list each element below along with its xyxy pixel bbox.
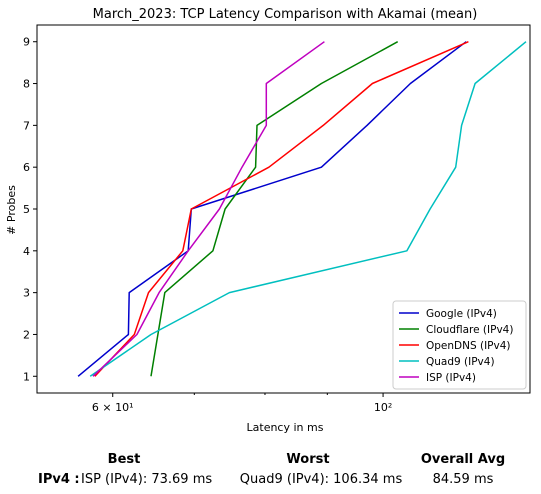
y-tick-label: 4 (23, 245, 30, 258)
chart-title: March_2023: TCP Latency Comparison with … (93, 7, 478, 22)
overall-avg-value: 84.59 ms (432, 472, 494, 487)
y-tick-label: 5 (23, 203, 30, 216)
worst-value: Quad9 (IPv4): 106.34 ms (239, 472, 403, 487)
legend-box (392, 300, 527, 390)
y-tick-label: 3 (23, 287, 30, 300)
legend-label: Google (IPv4) (426, 308, 497, 320)
x-axis-label: Latency in ms (247, 421, 324, 434)
latency-line-chart: March_2023: TCP Latency Comparison with … (5, 7, 531, 434)
y-tick-label: 7 (23, 119, 30, 132)
legend-label: Quad9 (IPv4) (426, 356, 495, 368)
series-line (150, 41, 399, 377)
worst-header: Worst (286, 452, 330, 467)
series-line (89, 41, 527, 377)
ipv4-row-label: IPv4 : (38, 472, 80, 487)
legend-label: OpenDNS (IPv4) (426, 340, 511, 352)
series-line (94, 41, 469, 377)
y-tick-label: 1 (23, 370, 30, 383)
series-line (92, 41, 325, 377)
y-tick-label: 8 (23, 78, 30, 91)
series-lines (77, 41, 527, 377)
chart-legend: Google (IPv4) Cloudflare (IPv4) OpenDNS (I… (392, 300, 527, 390)
best-header: Best (107, 452, 141, 467)
y-axis-label: # Probes (5, 185, 18, 235)
x-tick-label: 10² (374, 401, 392, 414)
legend-label: Cloudflare (IPv4) (426, 324, 513, 336)
legend-label: ISP (IPv4) (426, 372, 476, 384)
x-tick-label: 6 × 10¹ (92, 401, 134, 414)
y-tick-label: 9 (23, 36, 30, 49)
y-tick-label: 2 (23, 328, 30, 341)
axes: 1 2 3 4 5 6 7 8 9 6 × 10¹ 10² (23, 36, 392, 414)
best-value: ISP (IPv4): 73.69 ms (81, 472, 213, 487)
overall-avg-header: Overall Avg (420, 452, 506, 467)
y-tick-label: 6 (23, 161, 30, 174)
